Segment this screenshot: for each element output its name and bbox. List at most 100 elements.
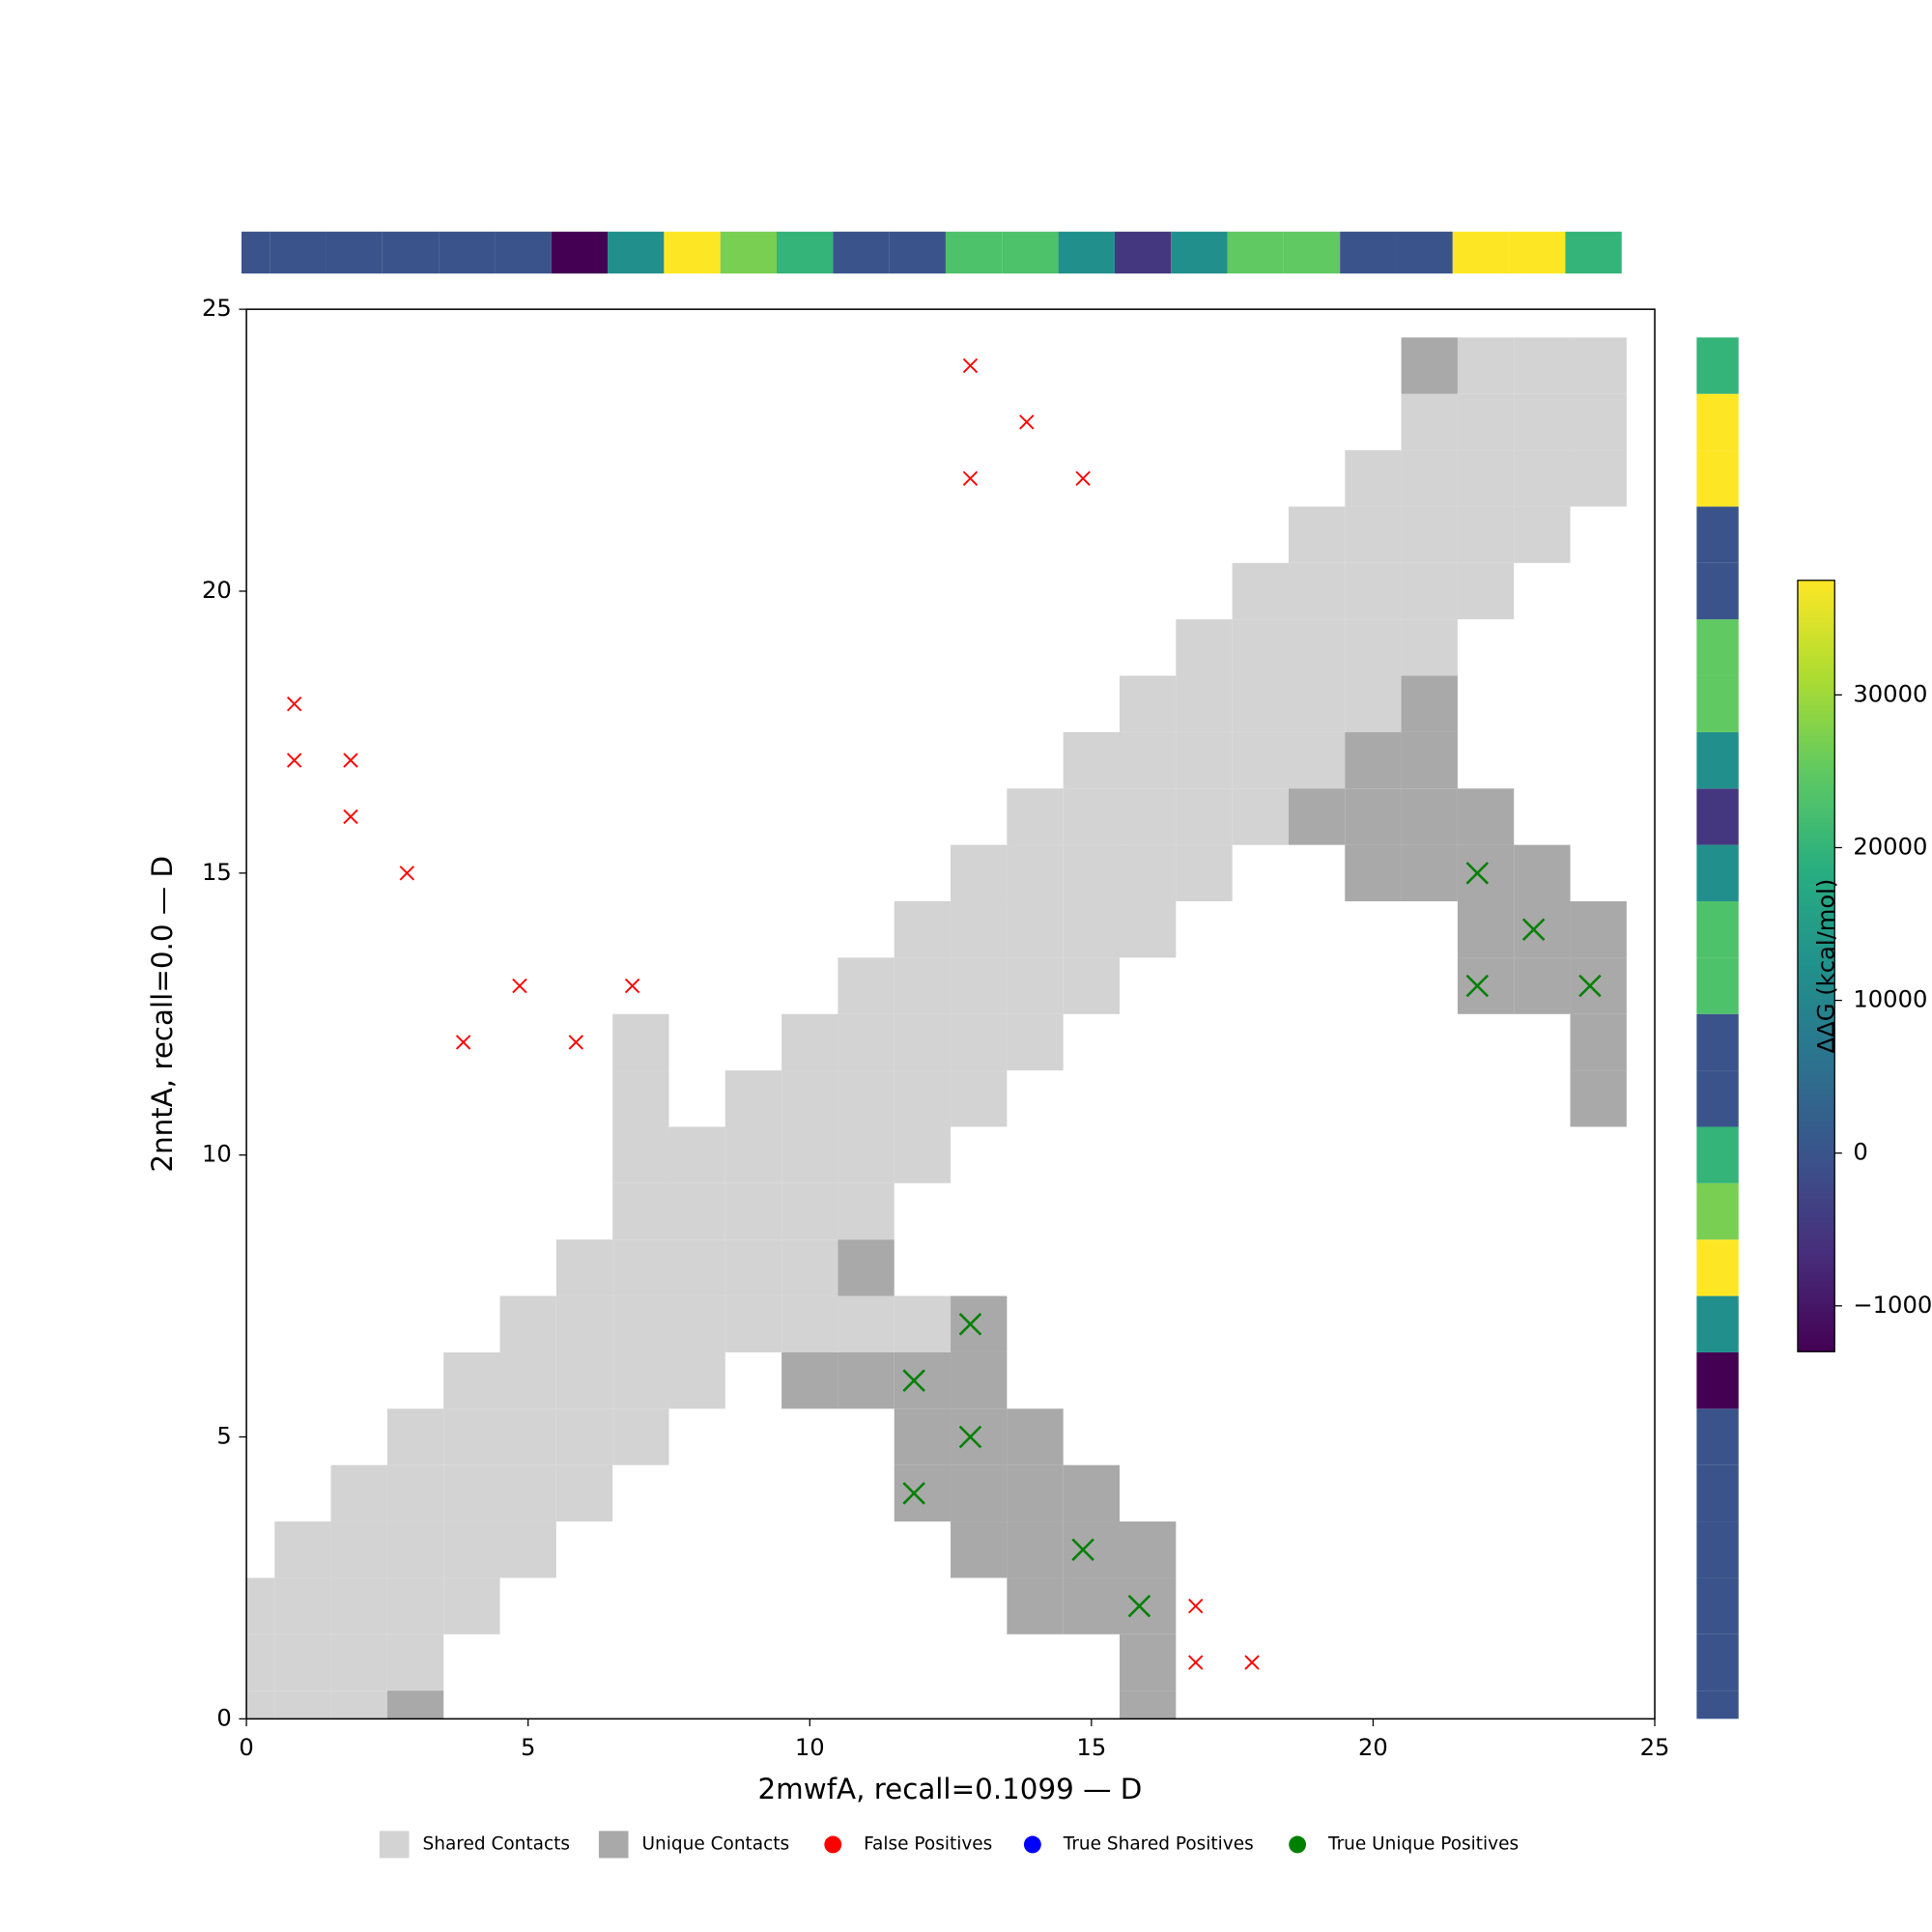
marker: [1521, 918, 1546, 941]
contact-cell: [668, 1351, 725, 1409]
contact-cell: [386, 1464, 444, 1522]
contact-cell: [781, 1126, 838, 1183]
contact-cell: [1457, 957, 1515, 1014]
y-tick-label: 25: [202, 295, 232, 322]
contact-cell: [499, 1408, 556, 1465]
marker: [1127, 1594, 1151, 1618]
marker: [455, 1035, 471, 1050]
contact-cell: [1514, 901, 1571, 958]
legend-label: Unique Contacts: [642, 1833, 790, 1854]
contact-cell: [1120, 1577, 1177, 1634]
contact-cell: [1457, 393, 1515, 451]
side-bar-cell: [1696, 901, 1739, 958]
contact-cell: [838, 1295, 895, 1352]
side-bar-cell: [1696, 1295, 1739, 1352]
top-bar-cell: [664, 231, 721, 274]
side-bar-cell: [1696, 1690, 1739, 1719]
contact-cell: [951, 1351, 1008, 1409]
legend-swatch: [1289, 1835, 1307, 1854]
legend-label: True Shared Positives: [1063, 1833, 1254, 1854]
colorbar-tick-label: 30000: [1853, 680, 1927, 707]
contact-cell: [246, 1634, 275, 1691]
contact-cell: [1288, 562, 1346, 620]
marker: [1188, 1598, 1204, 1614]
contact-cell: [274, 1634, 331, 1691]
contact-cell: [1570, 393, 1627, 451]
contact-cell: [1007, 1408, 1064, 1465]
contact-cell: [443, 1521, 500, 1578]
marker: [1075, 470, 1091, 486]
contact-cell: [1120, 675, 1177, 732]
marker: [1465, 862, 1490, 885]
top-bar-cell: [1114, 231, 1172, 274]
contact-cell: [894, 1295, 952, 1352]
contact-cell: [668, 1239, 725, 1296]
contact-cell: [1345, 731, 1402, 789]
contact-cell: [1232, 675, 1289, 732]
contact-cell: [1345, 675, 1402, 732]
contact-cell: [1120, 1690, 1177, 1719]
contact-cell: [1570, 957, 1627, 1014]
contact-cell: [838, 1126, 895, 1183]
contact-cell: [1120, 901, 1177, 958]
y-axis-label: 2nntA, recall=0.0 — D: [146, 856, 179, 1173]
contact-cell: [386, 1521, 444, 1578]
contact-cell: [1176, 788, 1233, 845]
colorbar-tick-label: 20000: [1853, 833, 1927, 860]
top-bar-cell: [1452, 231, 1510, 274]
contact-cell: [1120, 844, 1177, 902]
contact-cell: [1345, 562, 1402, 620]
marker: [1465, 974, 1490, 998]
contact-cell: [951, 1295, 1008, 1352]
marker: [286, 753, 302, 768]
side-bar-cell: [1696, 1408, 1739, 1465]
x-tick-label: 15: [1076, 1734, 1106, 1761]
contact-cell: [443, 1408, 500, 1465]
contact-cell: [499, 1464, 556, 1522]
contact-cell: [555, 1464, 613, 1522]
contact-cell: [1401, 337, 1458, 394]
contact-cell: [1232, 562, 1289, 620]
contact-cell: [1570, 901, 1627, 958]
contact-cell: [724, 1070, 782, 1127]
contact-cell: [1514, 957, 1571, 1014]
contact-cell: [781, 1013, 838, 1071]
contact-cell: [443, 1351, 500, 1409]
top-bar-cell: [1002, 231, 1059, 274]
contact-cell: [1007, 1577, 1064, 1634]
contact-cell: [838, 1239, 895, 1296]
top-bar-cell: [270, 231, 327, 274]
contact-cell: [274, 1577, 331, 1634]
colorbar-tick-label: −10000: [1853, 1292, 1932, 1319]
y-tick-label: 10: [202, 1141, 232, 1168]
contact-cell: [951, 957, 1008, 1014]
contact-cell: [1570, 337, 1627, 394]
contact-cell: [1232, 619, 1289, 676]
contact-cell: [330, 1577, 387, 1634]
top-bar-cell: [1227, 231, 1284, 274]
contact-cell: [612, 1126, 669, 1183]
marker: [902, 1369, 925, 1392]
contact-cell: [668, 1182, 725, 1240]
contact-cell: [1288, 788, 1346, 845]
contact-cell: [1288, 675, 1346, 732]
contact-cell: [951, 1070, 1008, 1127]
contact-cell: [668, 1126, 725, 1183]
contact-cell: [1288, 731, 1346, 789]
top-bar-cell: [1058, 231, 1115, 274]
contact-cell: [1457, 506, 1515, 563]
contact-cell: [1176, 731, 1233, 789]
contact-cell: [443, 1577, 500, 1634]
contact-cell: [1401, 788, 1458, 845]
contact-cell: [555, 1408, 613, 1465]
side-bar-cell: [1696, 619, 1739, 676]
side-bar-cell: [1696, 1577, 1739, 1634]
y-tick-label: 0: [216, 1704, 231, 1731]
top-bar-cell: [889, 231, 946, 274]
contact-cell: [612, 1239, 669, 1296]
contact-cell: [555, 1295, 613, 1352]
contact-cell: [1457, 337, 1515, 394]
contact-cells: [246, 337, 1627, 1719]
marker: [1071, 1538, 1094, 1561]
contact-cell: [951, 1464, 1008, 1522]
